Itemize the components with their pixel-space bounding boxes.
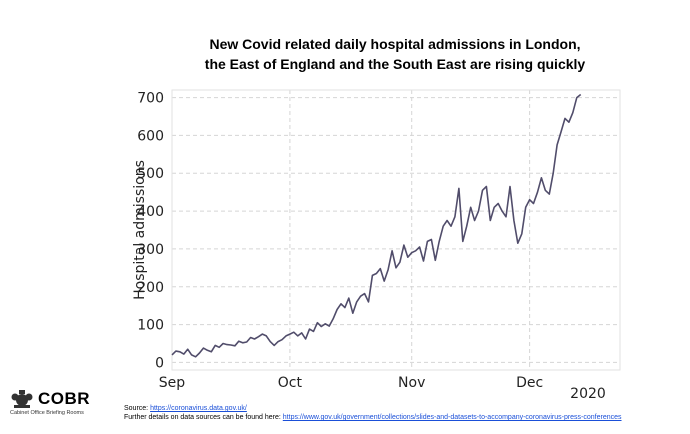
royal-crest-icon xyxy=(11,390,33,408)
y-tick-label: 700 xyxy=(137,91,164,107)
y-tick-label: 0 xyxy=(155,355,164,371)
y-tick-label: 300 xyxy=(137,242,164,258)
footer-source-line: Source: https://coronavirus.data.gov.uk/ xyxy=(124,404,622,413)
x-axis-year-label: 2020 xyxy=(570,386,606,400)
logo-subtitle: Cabinet Office Briefing Rooms xyxy=(10,410,84,416)
y-tick-label: 400 xyxy=(137,204,164,220)
x-tick-label: Dec xyxy=(516,375,543,391)
cobr-logo: COBR Cabinet Office Briefing Rooms xyxy=(10,388,120,428)
series-line xyxy=(171,93,582,358)
footer-details-label: Further details on data sources can be f… xyxy=(124,414,281,421)
y-axis-ticks: 0 100 200 300 400 500 600 700 xyxy=(137,91,164,372)
x-tick-label: Sep xyxy=(159,375,186,391)
footer-details-line: Further details on data sources can be f… xyxy=(124,413,622,422)
chart-title-line-2: the East of England and the South East a… xyxy=(204,56,586,72)
chart-grid xyxy=(171,90,620,370)
line-chart: 0 100 200 300 400 500 600 700 Sep Oct Nov Dec Hosp… xyxy=(132,89,621,400)
y-tick-label: 200 xyxy=(137,280,164,296)
y-tick-label: 600 xyxy=(137,128,164,144)
x-tick-label: Oct xyxy=(278,375,303,391)
footer-source-label: Source: xyxy=(124,405,149,412)
y-axis-label: Hospital admissions xyxy=(132,160,148,300)
x-tick-label: Nov xyxy=(398,375,425,391)
footer: Source: https://coronavirus.data.gov.uk/… xyxy=(124,404,622,422)
plot-border xyxy=(171,89,621,371)
logo-name: COBR xyxy=(38,389,91,408)
footer-details-link[interactable]: https://www.gov.uk/government/collection… xyxy=(282,414,622,421)
x-axis-ticks: Sep Oct Nov Dec xyxy=(159,375,543,391)
chart-title: New Covid related daily hospital admissi… xyxy=(150,34,640,74)
chart-title-line-1: New Covid related daily hospital admissi… xyxy=(209,36,581,52)
series-group xyxy=(171,93,582,358)
plot-frame xyxy=(171,89,621,371)
footer-source-link[interactable]: https://coronavirus.data.gov.uk/ xyxy=(150,405,247,412)
y-tick-label: 500 xyxy=(137,166,164,182)
y-tick-label: 100 xyxy=(137,318,164,334)
